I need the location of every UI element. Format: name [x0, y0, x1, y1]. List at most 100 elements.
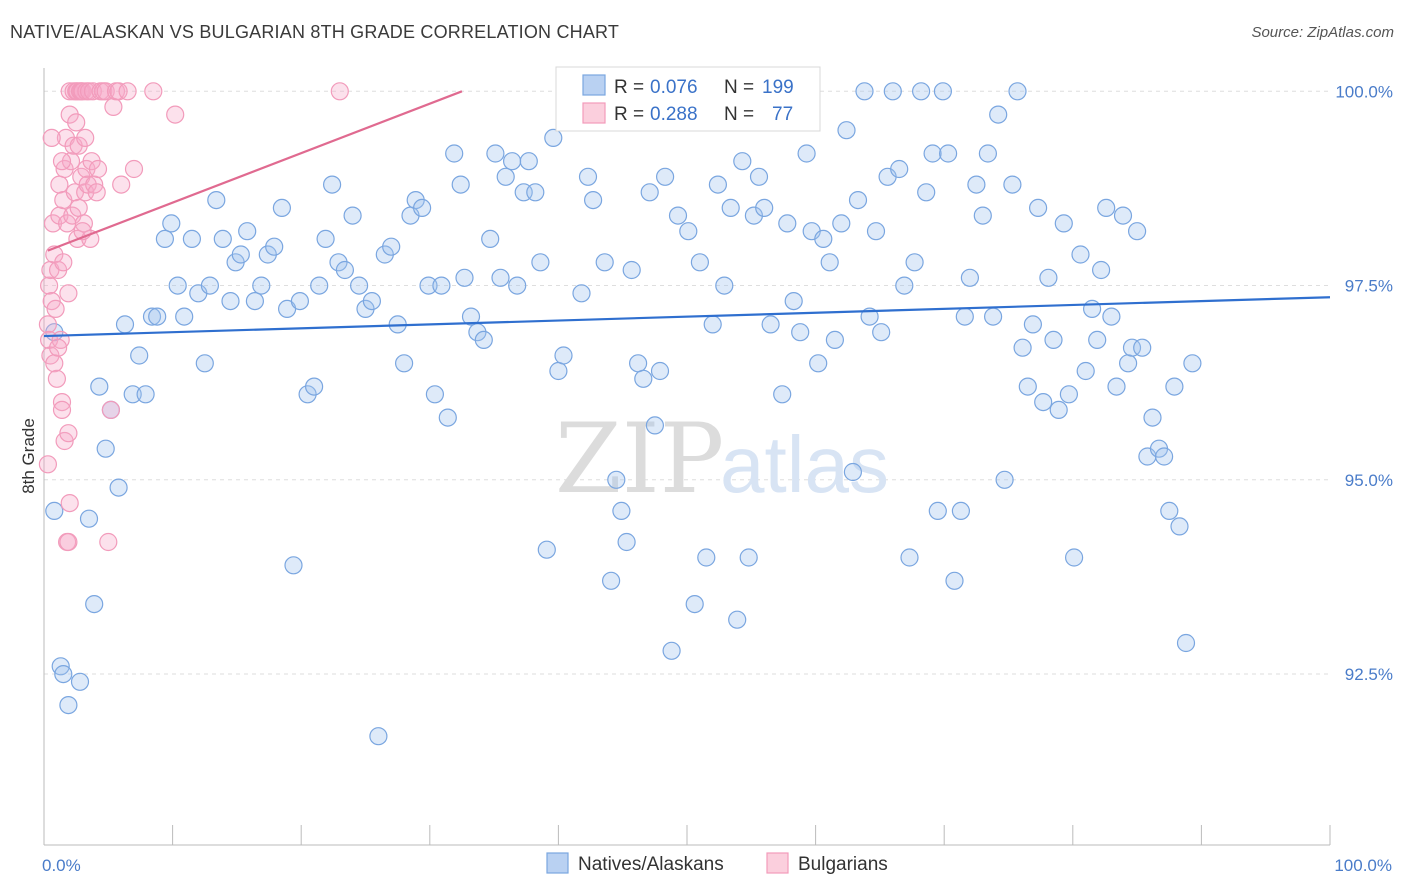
point-natives	[213, 229, 232, 248]
point-natives	[526, 183, 545, 202]
point-natives	[1059, 385, 1079, 404]
point-bulgarians	[45, 354, 64, 373]
point-natives	[335, 260, 354, 280]
point-natives	[481, 229, 500, 248]
point-natives	[195, 354, 214, 373]
point-natives	[733, 152, 752, 171]
point-natives	[382, 237, 401, 256]
legend-n-value-natives: 199	[762, 77, 794, 98]
point-natives	[622, 260, 641, 280]
point-natives	[508, 276, 527, 295]
point-bulgarians	[69, 198, 88, 217]
point-natives	[703, 315, 722, 334]
point-bulgarians	[104, 97, 123, 117]
point-natives	[425, 385, 444, 404]
point-natives	[438, 408, 457, 427]
point-natives	[305, 377, 324, 396]
point-natives	[1008, 82, 1027, 101]
point-natives	[537, 540, 556, 559]
point-natives	[755, 198, 774, 217]
point-natives	[967, 175, 986, 194]
point-bulgarians	[330, 82, 349, 101]
point-bulgarians	[87, 183, 106, 202]
point-natives	[90, 377, 109, 396]
point-natives	[960, 268, 980, 287]
point-natives	[1023, 315, 1043, 334]
point-natives	[791, 323, 810, 342]
point-natives	[200, 276, 219, 295]
point-natives	[883, 82, 902, 101]
point-natives	[1064, 548, 1084, 567]
point-bulgarians	[73, 82, 92, 101]
point-bulgarians	[46, 299, 65, 318]
point-natives	[895, 276, 914, 295]
point-natives	[221, 292, 240, 311]
point-bulgarians	[124, 159, 144, 179]
point-bulgarians	[39, 276, 59, 295]
point-natives	[1102, 307, 1121, 326]
y-tick-label: 95.0%	[1345, 471, 1393, 490]
point-bulgarians	[99, 532, 118, 552]
bottom-legend-label-natives: Natives/Alaskans	[578, 854, 724, 875]
point-natives	[832, 214, 851, 233]
point-natives	[761, 315, 780, 334]
point-natives	[96, 439, 115, 458]
legend-r-value-bulgarians: 0.288	[650, 104, 698, 125]
point-natives	[928, 501, 947, 520]
point-natives	[685, 594, 704, 614]
point-natives	[809, 354, 828, 373]
data-points	[38, 82, 1202, 746]
point-natives	[290, 292, 309, 311]
point-natives	[1143, 408, 1162, 427]
point-natives	[825, 330, 845, 349]
point-natives	[123, 385, 142, 404]
point-natives	[778, 214, 797, 233]
point-natives	[284, 556, 303, 575]
point-natives	[1049, 400, 1068, 419]
bottom-legend-swatch-bulgarians	[766, 852, 789, 874]
point-natives	[130, 346, 149, 365]
point-natives	[1097, 198, 1116, 217]
point-natives	[612, 501, 631, 520]
y-axis-title: 8th Grade	[19, 418, 38, 494]
trend-line-bulgarians	[47, 90, 463, 252]
point-natives	[607, 470, 626, 489]
point-natives	[708, 175, 728, 194]
x-tick-label: 0.0%	[42, 856, 81, 875]
point-natives	[617, 532, 636, 552]
point-natives	[601, 571, 621, 590]
y-tick-label: 97.5%	[1345, 277, 1393, 296]
point-natives	[668, 206, 688, 225]
point-natives	[1127, 222, 1147, 241]
series-legend: Natives/Alaskans Bulgarians	[546, 852, 888, 875]
x-tick-label: 100.0%	[1334, 856, 1392, 875]
point-natives	[1013, 338, 1032, 357]
point-natives	[995, 470, 1014, 489]
point-natives	[744, 206, 764, 225]
point-natives	[369, 727, 388, 746]
point-bulgarians	[81, 229, 100, 248]
point-bulgarians	[59, 284, 78, 303]
point-natives	[938, 144, 958, 163]
point-natives	[951, 501, 971, 520]
bottom-legend-label-bulgarians: Bulgarians	[798, 854, 888, 875]
point-bulgarians	[83, 82, 103, 101]
point-bulgarians	[74, 214, 94, 233]
point-natives	[820, 253, 839, 272]
legend-r-label-bulgarians: R =	[614, 104, 644, 125]
point-natives	[784, 292, 803, 311]
point-natives	[1091, 260, 1111, 280]
point-natives	[866, 222, 886, 241]
point-natives	[1039, 268, 1058, 287]
point-natives	[728, 610, 747, 629]
point-natives	[655, 167, 675, 186]
point-natives	[973, 206, 992, 225]
point-natives	[544, 128, 563, 147]
point-natives	[1054, 214, 1073, 233]
point-natives	[1118, 354, 1138, 373]
point-natives	[252, 276, 271, 295]
point-bulgarians	[101, 400, 121, 419]
point-natives	[1071, 245, 1090, 264]
watermark-zip: ZIP	[555, 403, 724, 515]
